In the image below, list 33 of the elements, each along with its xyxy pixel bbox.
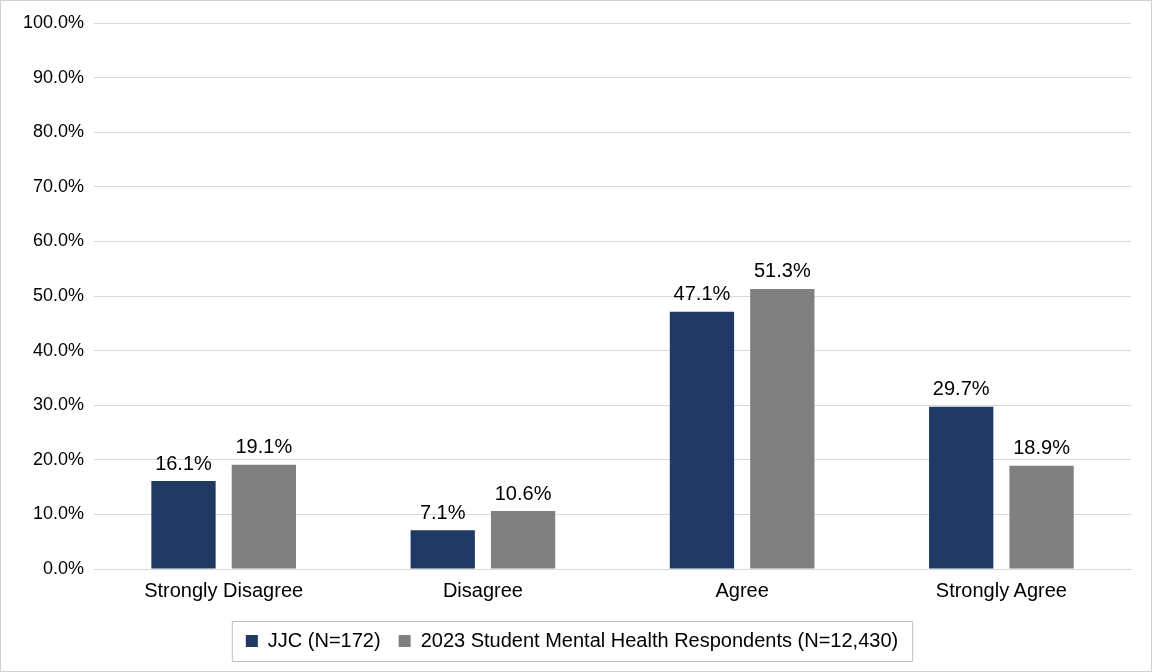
y-tick-label: 10.0%: [33, 503, 85, 524]
y-tick-label: 70.0%: [33, 175, 85, 196]
data-label: 7.1%: [419, 500, 466, 523]
x-tick-label: Strongly Agree: [935, 578, 1067, 601]
x-tick-label: Agree: [715, 578, 769, 601]
y-tick-label: 20.0%: [33, 448, 85, 469]
data-label: 19.1%: [235, 435, 293, 458]
data-label: 18.9%: [1013, 436, 1071, 459]
data-label: 10.6%: [494, 481, 552, 504]
legend-label: 2023 Student Mental Health Respondents (N=12,430): [420, 628, 899, 651]
y-tick-label: 0.0%: [43, 557, 85, 578]
bar: [669, 311, 735, 569]
data-label: 51.3%: [753, 259, 811, 282]
y-tick-label: 30.0%: [33, 394, 85, 415]
legend-label: JJC (N=172): [267, 628, 381, 651]
y-tick-label: 100.0%: [22, 11, 85, 32]
x-tick-label: Strongly Disagree: [144, 578, 304, 601]
bar: [151, 481, 216, 569]
data-label: 29.7%: [932, 377, 990, 400]
bar: [490, 511, 556, 569]
y-tick-label: 90.0%: [33, 66, 85, 87]
data-label: 16.1%: [155, 451, 213, 474]
bar: [410, 530, 475, 569]
x-tick-label: Disagree: [442, 578, 523, 601]
bar: [1009, 465, 1074, 569]
data-label: 47.1%: [673, 282, 731, 305]
y-tick-label: 50.0%: [33, 284, 85, 305]
y-tick-label: 80.0%: [33, 121, 85, 142]
y-tick-label: 60.0%: [33, 230, 85, 251]
bar: [929, 406, 994, 569]
bar: [750, 288, 815, 569]
bar: [231, 464, 296, 569]
y-tick-label: 40.0%: [33, 339, 85, 360]
